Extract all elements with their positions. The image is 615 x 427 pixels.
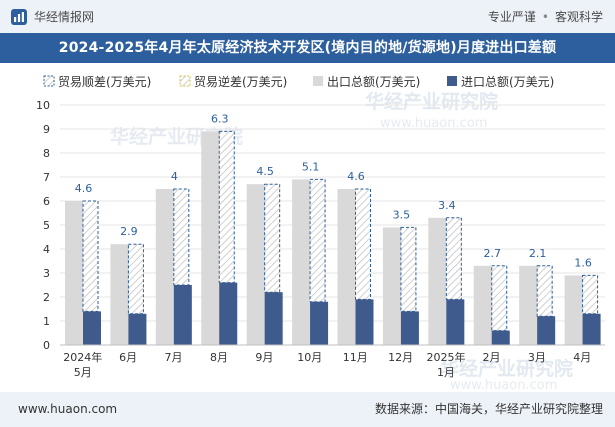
surplus-bar[interactable] (264, 183, 281, 293)
brand[interactable]: 华经情报网 (10, 8, 94, 26)
brand-logo-icon (11, 9, 27, 25)
y-tick-label: 0 (43, 339, 50, 352)
import-bar[interactable] (400, 311, 419, 345)
y-axis: 0 1 2 3 4 5 6 7 8 9 10 (36, 99, 50, 352)
surplus-value-label: 6.3 (211, 112, 229, 125)
import-bar[interactable] (173, 285, 192, 345)
import-bar[interactable] (491, 330, 510, 345)
data-labels: 4.6 2.9 4 6.3 4.5 5.1 4.6 3.5 3.4 2.7 2.1 1.6 (75, 112, 592, 269)
legend-swatch-surplus (43, 75, 55, 87)
surplus-bar[interactable] (309, 178, 326, 303)
watermark-5: www.huaon.com (450, 378, 557, 392)
surplus-bar[interactable] (127, 243, 144, 315)
gridlines (60, 104, 605, 322)
import-bar[interactable] (537, 316, 556, 345)
import-bar[interactable] (446, 299, 465, 345)
y-tick-label: 10 (36, 99, 50, 112)
legend-swatch-export (313, 76, 323, 86)
x-tick-label: 4月 (573, 351, 591, 364)
import-bar[interactable] (264, 292, 283, 345)
y-tick-label: 7 (43, 171, 50, 184)
surplus-value-label: 5.1 (302, 160, 320, 173)
x-tick-label: 9月 (255, 351, 273, 364)
import-bar[interactable] (219, 282, 238, 345)
x-tick-label: 1月 (437, 366, 455, 379)
y-tick-label: 9 (43, 123, 50, 136)
surplus-value-label: 4 (171, 170, 178, 183)
y-tick-label: 5 (43, 219, 50, 232)
x-tick-label: 2月 (482, 351, 500, 364)
y-tick-label: 3 (43, 267, 50, 280)
surplus-value-label: 4.5 (256, 165, 274, 178)
import-bar[interactable] (582, 313, 601, 345)
watermark-2: www.huaon.com (380, 116, 487, 131)
legend-label[interactable]: 出口总额(万美元) (327, 75, 420, 89)
x-axis: 2024年 5月 6月 7月 8月 9月 10月 11月 12月 2025年 1月 2月 3月 4月 (60, 344, 605, 379)
x-tick-label: 8月 (210, 351, 228, 364)
brand-slogan: 专业严谨 • 客观科学 (488, 8, 603, 26)
x-tick-label: 6月 (119, 351, 137, 364)
bottom-band: www.huaon.com 数据来源：中国海关，华经产业研究院整理 (0, 392, 615, 427)
x-tick-label: 2024年 (63, 350, 102, 364)
y-tick-label: 4 (43, 243, 50, 256)
surplus-value-label: 2.7 (484, 247, 502, 260)
data-source: 数据来源：中国海关，华经产业研究院整理 (374, 402, 603, 416)
surplus-bar[interactable] (491, 265, 508, 332)
title-band: 2024-2025年4月年太原经济技术开发区(境内目的地/货源地)月度进出口差额 (0, 33, 615, 63)
surplus-bar[interactable] (218, 130, 235, 284)
brand-name: 华经情报网 (34, 10, 95, 24)
legend-label[interactable]: 进口总额(万美元) (461, 75, 554, 89)
watermark-1: 华经产业研究院 (365, 90, 498, 113)
x-tick-label: 7月 (165, 351, 183, 364)
watermark-4: 华经产业研究院 (440, 357, 573, 380)
legend: 贸易顺差(万美元) 贸易逆差(万美元) 出口总额(万美元) 进口总额(万美元) (43, 74, 554, 89)
surplus-bar[interactable] (355, 188, 371, 300)
x-tick-label: 2025年 (427, 350, 466, 364)
surplus-value-label: 2.1 (529, 247, 547, 260)
import-bar[interactable] (355, 299, 374, 345)
y-tick-label: 6 (43, 195, 50, 208)
surplus-bar[interactable] (173, 188, 190, 286)
surplus-value-label: 3.5 (393, 208, 411, 221)
surplus-value-label: 4.6 (347, 170, 365, 183)
y-tick-label: 1 (43, 315, 50, 328)
x-tick-label: 5月 (74, 366, 92, 379)
chart-area: 华经产业研究院 www.huaon.com 华经产业研究院 华经产业研究院 ww… (36, 74, 605, 392)
import-bar[interactable] (310, 301, 329, 345)
x-tick-label: 11月 (343, 351, 368, 364)
y-tick-label: 2 (43, 291, 50, 304)
surplus-bar[interactable] (445, 217, 462, 300)
surplus-value-label: 4.6 (75, 182, 93, 195)
top-band: 华经情报网 专业严谨 • 客观科学 (0, 0, 615, 33)
slogan-item-2: 客观科学 (554, 10, 603, 24)
import-bar[interactable] (83, 311, 101, 345)
bars (65, 130, 601, 345)
surplus-bar[interactable] (82, 200, 99, 312)
legend-label[interactable]: 贸易逆差(万美元) (194, 74, 287, 89)
surplus-bar[interactable] (582, 274, 599, 315)
surplus-bar[interactable] (400, 226, 417, 312)
chart-title: 2024-2025年4月年太原经济技术开发区(境内目的地/货源地)月度进出口差额 (58, 40, 557, 56)
surplus-value-label: 3.4 (438, 199, 456, 212)
slogan-separator: • (541, 10, 549, 24)
y-tick-label: 8 (43, 147, 50, 160)
legend-swatch-import (447, 76, 457, 86)
x-tick-label: 10月 (297, 351, 322, 364)
import-bar[interactable] (128, 313, 147, 345)
legend-swatch-deficit (179, 75, 191, 87)
slogan-item-1: 专业严谨 (487, 10, 536, 24)
x-tick-label: 12月 (388, 351, 413, 364)
website-link[interactable]: www.huaon.com (18, 402, 118, 416)
surplus-value-label: 1.6 (574, 256, 592, 269)
x-tick-label: 3月 (528, 351, 546, 364)
surplus-bar[interactable] (536, 265, 553, 317)
surplus-value-label: 2.9 (120, 225, 138, 238)
legend-label[interactable]: 贸易顺差(万美元) (58, 75, 151, 89)
